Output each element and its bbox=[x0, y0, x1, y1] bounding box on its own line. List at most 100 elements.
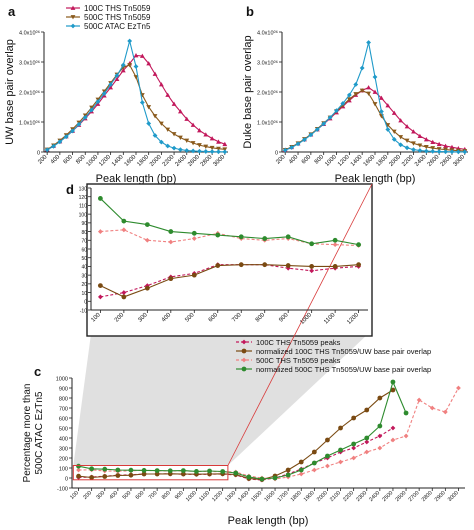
x-tick-label: 1900 bbox=[303, 490, 316, 503]
legend-marker bbox=[241, 357, 247, 363]
y-tick-label: -100 bbox=[57, 486, 68, 492]
x-tick-label: 1700 bbox=[277, 490, 290, 503]
y-tick-label: 2.0x10⁰⁶ bbox=[19, 89, 40, 96]
data-point bbox=[115, 473, 121, 478]
data-point bbox=[152, 133, 158, 138]
panel-d-frame bbox=[86, 183, 373, 337]
data-point bbox=[334, 108, 339, 113]
data-point bbox=[158, 82, 164, 87]
data-point bbox=[238, 234, 244, 240]
x-tick-label: 2200 bbox=[401, 154, 415, 168]
data-point bbox=[351, 415, 357, 421]
y-tick-label: 600 bbox=[59, 416, 68, 422]
data-point bbox=[364, 439, 370, 445]
data-point bbox=[120, 68, 126, 73]
data-point bbox=[215, 232, 221, 238]
data-point bbox=[385, 123, 391, 128]
data-point bbox=[325, 437, 330, 443]
data-point bbox=[167, 468, 173, 474]
data-point bbox=[209, 145, 215, 151]
legend-text: normalized 100C THS Tn5059/UW base pair … bbox=[256, 347, 431, 356]
x-tick-label: 800 bbox=[314, 154, 326, 166]
x-tick-label: 2800 bbox=[200, 154, 214, 168]
data-point bbox=[102, 466, 108, 472]
x-tick-label: 400 bbox=[161, 312, 173, 324]
data-point bbox=[190, 148, 196, 154]
data-point bbox=[146, 121, 152, 126]
data-point bbox=[178, 109, 183, 114]
data-point bbox=[262, 262, 268, 268]
panel-label-a: a bbox=[8, 4, 16, 19]
data-point bbox=[114, 76, 120, 82]
data-point bbox=[456, 385, 461, 391]
data-point bbox=[197, 143, 202, 148]
data-point bbox=[298, 471, 304, 477]
y-tick-label: 90 bbox=[81, 221, 87, 227]
y-tick-label: 3.0x10⁰⁶ bbox=[19, 59, 40, 66]
y-tick-label: 20 bbox=[81, 282, 87, 288]
data-point bbox=[411, 129, 416, 134]
data-point bbox=[95, 99, 101, 104]
series-line bbox=[284, 89, 465, 152]
data-point bbox=[144, 222, 150, 228]
data-point bbox=[154, 471, 160, 477]
data-point bbox=[346, 92, 352, 98]
panel-c-x-label: Peak length (bp) bbox=[228, 515, 309, 527]
data-point bbox=[89, 466, 95, 472]
panel-label-d: d bbox=[66, 182, 74, 197]
data-point bbox=[215, 263, 221, 268]
panel-c-y-label-2: 500C ATAC EzTn5 bbox=[34, 391, 45, 474]
panel-label-b: b bbox=[246, 4, 254, 19]
data-point bbox=[120, 62, 126, 68]
data-point bbox=[262, 236, 268, 241]
data-point bbox=[351, 445, 357, 451]
x-tick-label: 1000 bbox=[86, 154, 100, 168]
data-point bbox=[141, 468, 147, 473]
y-tick-label: 2.0x10⁰⁶ bbox=[257, 89, 278, 96]
data-point bbox=[222, 149, 228, 155]
y-tick-label: 0 bbox=[65, 476, 68, 482]
data-point bbox=[455, 149, 461, 155]
series-line bbox=[100, 264, 359, 298]
series-2 bbox=[97, 262, 362, 300]
data-point bbox=[411, 147, 416, 152]
x-tick-label: 2400 bbox=[368, 490, 381, 503]
data-point bbox=[178, 147, 183, 152]
panel-b-y-label: Duke base pair overlap bbox=[242, 35, 254, 148]
data-point bbox=[398, 142, 404, 148]
series-line bbox=[284, 86, 465, 151]
data-point bbox=[309, 241, 315, 247]
legend-marker bbox=[70, 23, 76, 29]
data-point bbox=[390, 387, 396, 393]
data-point bbox=[154, 468, 160, 473]
data-point bbox=[191, 230, 197, 236]
x-tick-label: 200 bbox=[275, 154, 287, 166]
data-point bbox=[282, 147, 288, 153]
data-point bbox=[332, 264, 338, 269]
x-tick-label: 1200 bbox=[98, 154, 112, 168]
data-point bbox=[372, 102, 378, 107]
data-point bbox=[76, 463, 81, 469]
data-point bbox=[76, 467, 81, 473]
data-point bbox=[338, 425, 343, 431]
x-tick-label: 600 bbox=[135, 490, 146, 501]
data-point bbox=[423, 148, 429, 154]
legend-marker bbox=[241, 366, 247, 372]
data-point bbox=[146, 105, 152, 110]
x-tick-label: 700 bbox=[148, 490, 159, 501]
x-tick-label: 1800 bbox=[136, 154, 150, 168]
data-point bbox=[127, 63, 133, 68]
data-point bbox=[89, 475, 95, 480]
data-point bbox=[390, 437, 396, 443]
data-point bbox=[190, 141, 196, 146]
x-tick-label: 3000 bbox=[453, 154, 467, 168]
x-tick-label: 2100 bbox=[329, 490, 342, 503]
data-point bbox=[97, 196, 103, 201]
y-tick-label: 700 bbox=[59, 406, 68, 412]
data-point bbox=[180, 468, 186, 473]
data-point bbox=[404, 124, 410, 129]
data-point bbox=[191, 272, 197, 278]
data-point bbox=[168, 239, 174, 245]
